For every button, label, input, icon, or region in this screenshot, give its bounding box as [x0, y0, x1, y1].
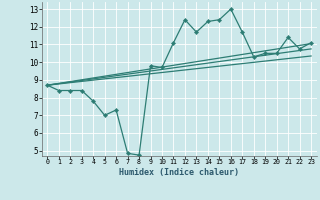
X-axis label: Humidex (Indice chaleur): Humidex (Indice chaleur): [119, 168, 239, 177]
